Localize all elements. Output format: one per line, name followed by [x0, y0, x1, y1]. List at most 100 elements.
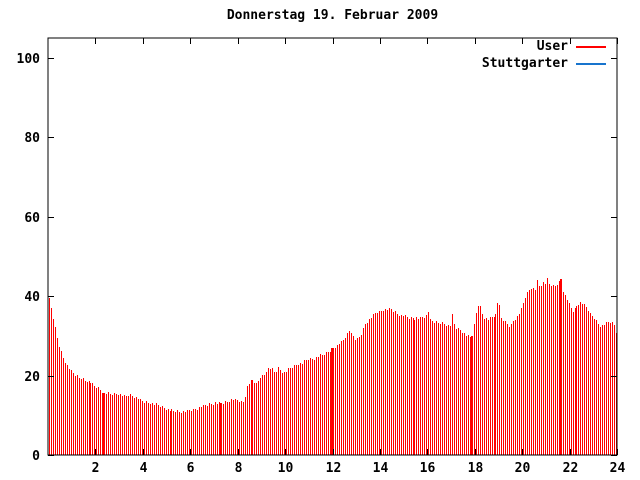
- user-series-bar: [205, 405, 206, 455]
- user-series-bar: [535, 290, 536, 455]
- user-series-bar: [106, 394, 107, 455]
- user-series-bar: [197, 410, 198, 455]
- y-tick-label: 20: [24, 370, 40, 385]
- user-series-bar: [497, 303, 498, 455]
- user-series-bar: [468, 335, 469, 455]
- user-series-bar: [239, 402, 240, 455]
- user-series-bar: [77, 375, 78, 455]
- user-series-bar: [478, 306, 479, 455]
- user-series-bar: [294, 365, 295, 455]
- user-series-bar: [193, 409, 194, 455]
- user-series-bar: [114, 393, 115, 455]
- user-series-bar: [458, 328, 459, 455]
- user-series-bar: [551, 286, 552, 455]
- user-series-bar: [166, 410, 167, 455]
- user-series-bar: [298, 365, 299, 455]
- user-series-bar: [610, 323, 611, 455]
- user-series-bar: [351, 333, 352, 455]
- user-series-bar: [154, 405, 155, 455]
- user-series-bar: [446, 326, 447, 455]
- user-series-bar: [436, 321, 437, 455]
- user-series-bar: [87, 382, 88, 455]
- user-series-bar: [405, 315, 406, 455]
- y-tick-label: 0: [32, 449, 40, 464]
- user-series-bar: [357, 338, 358, 455]
- user-series-bar: [440, 324, 441, 455]
- user-series-bar: [217, 404, 218, 455]
- user-series-bar: [138, 399, 139, 455]
- user-series-bar: [492, 317, 493, 455]
- user-series-bar: [322, 355, 323, 455]
- user-series-bar: [365, 324, 366, 455]
- y-tick-label: 100: [17, 52, 41, 67]
- user-series-bar: [209, 403, 210, 455]
- user-series-bar: [590, 313, 591, 455]
- user-series-bar: [580, 302, 581, 455]
- user-series-bar: [73, 373, 74, 455]
- user-series-bar: [476, 313, 477, 455]
- user-series-bar: [424, 318, 425, 455]
- user-series-bar: [466, 336, 467, 455]
- x-tick-label: 12: [326, 461, 342, 476]
- user-series-bar: [233, 400, 234, 455]
- x-tick-label: 18: [468, 461, 484, 476]
- user-series-bar: [85, 381, 86, 455]
- user-series-bar: [614, 325, 615, 455]
- user-series-bar: [278, 367, 279, 455]
- user-series-bar: [363, 328, 364, 455]
- user-series-bar: [272, 368, 273, 455]
- user-series-bar: [223, 404, 224, 455]
- user-series-bar: [252, 380, 253, 455]
- user-series-bar: [600, 327, 601, 455]
- user-series-bar: [98, 387, 99, 455]
- user-series-bar: [438, 323, 439, 455]
- user-series-bar: [521, 308, 522, 455]
- user-series-bar: [282, 373, 283, 455]
- user-series-bar: [59, 347, 60, 455]
- user-series-bar: [94, 386, 95, 455]
- user-series-bar: [416, 317, 417, 455]
- user-series-bar: [343, 340, 344, 455]
- user-series-bar: [531, 289, 532, 455]
- user-series-bar: [379, 311, 380, 455]
- user-series-bar: [256, 383, 257, 455]
- user-series-bar: [162, 406, 163, 455]
- user-series-bar: [189, 410, 190, 455]
- user-series-bar: [332, 348, 334, 455]
- user-series-bar: [541, 286, 542, 455]
- user-series-bar: [349, 331, 350, 455]
- user-series-bar: [560, 279, 562, 455]
- legend-row-user: User: [537, 40, 606, 54]
- user-series-bar: [247, 386, 248, 455]
- user-series-bar: [71, 370, 72, 455]
- user-series-bar: [144, 403, 145, 455]
- x-tick-label: 14: [373, 461, 389, 476]
- user-series-bar: [428, 312, 429, 455]
- legend: User Stuttgarter: [482, 40, 606, 71]
- user-series-bar: [501, 318, 502, 455]
- user-series-bar: [389, 308, 390, 455]
- user-series-bar: [397, 314, 398, 455]
- user-series-bar: [306, 360, 307, 455]
- user-series-bar: [549, 284, 550, 455]
- user-series-bar: [381, 311, 382, 455]
- user-series-bar: [96, 388, 97, 455]
- user-series-bar: [156, 403, 157, 455]
- user-series-bar: [529, 290, 530, 455]
- user-series-bar: [134, 398, 135, 455]
- user-series-bar: [330, 352, 331, 455]
- user-series-bar: [320, 354, 321, 455]
- x-tick-label: 10: [278, 461, 294, 476]
- user-series-bar: [569, 303, 570, 455]
- user-series-bar: [140, 399, 141, 455]
- user-series-bar: [249, 384, 250, 455]
- user-series-bar: [355, 340, 356, 455]
- user-series-bar: [547, 278, 548, 455]
- user-series-bar: [337, 345, 338, 455]
- user-series-bar: [122, 396, 123, 455]
- user-series-bar: [403, 316, 404, 455]
- user-series-bar: [582, 304, 583, 455]
- user-series-bar: [276, 372, 277, 455]
